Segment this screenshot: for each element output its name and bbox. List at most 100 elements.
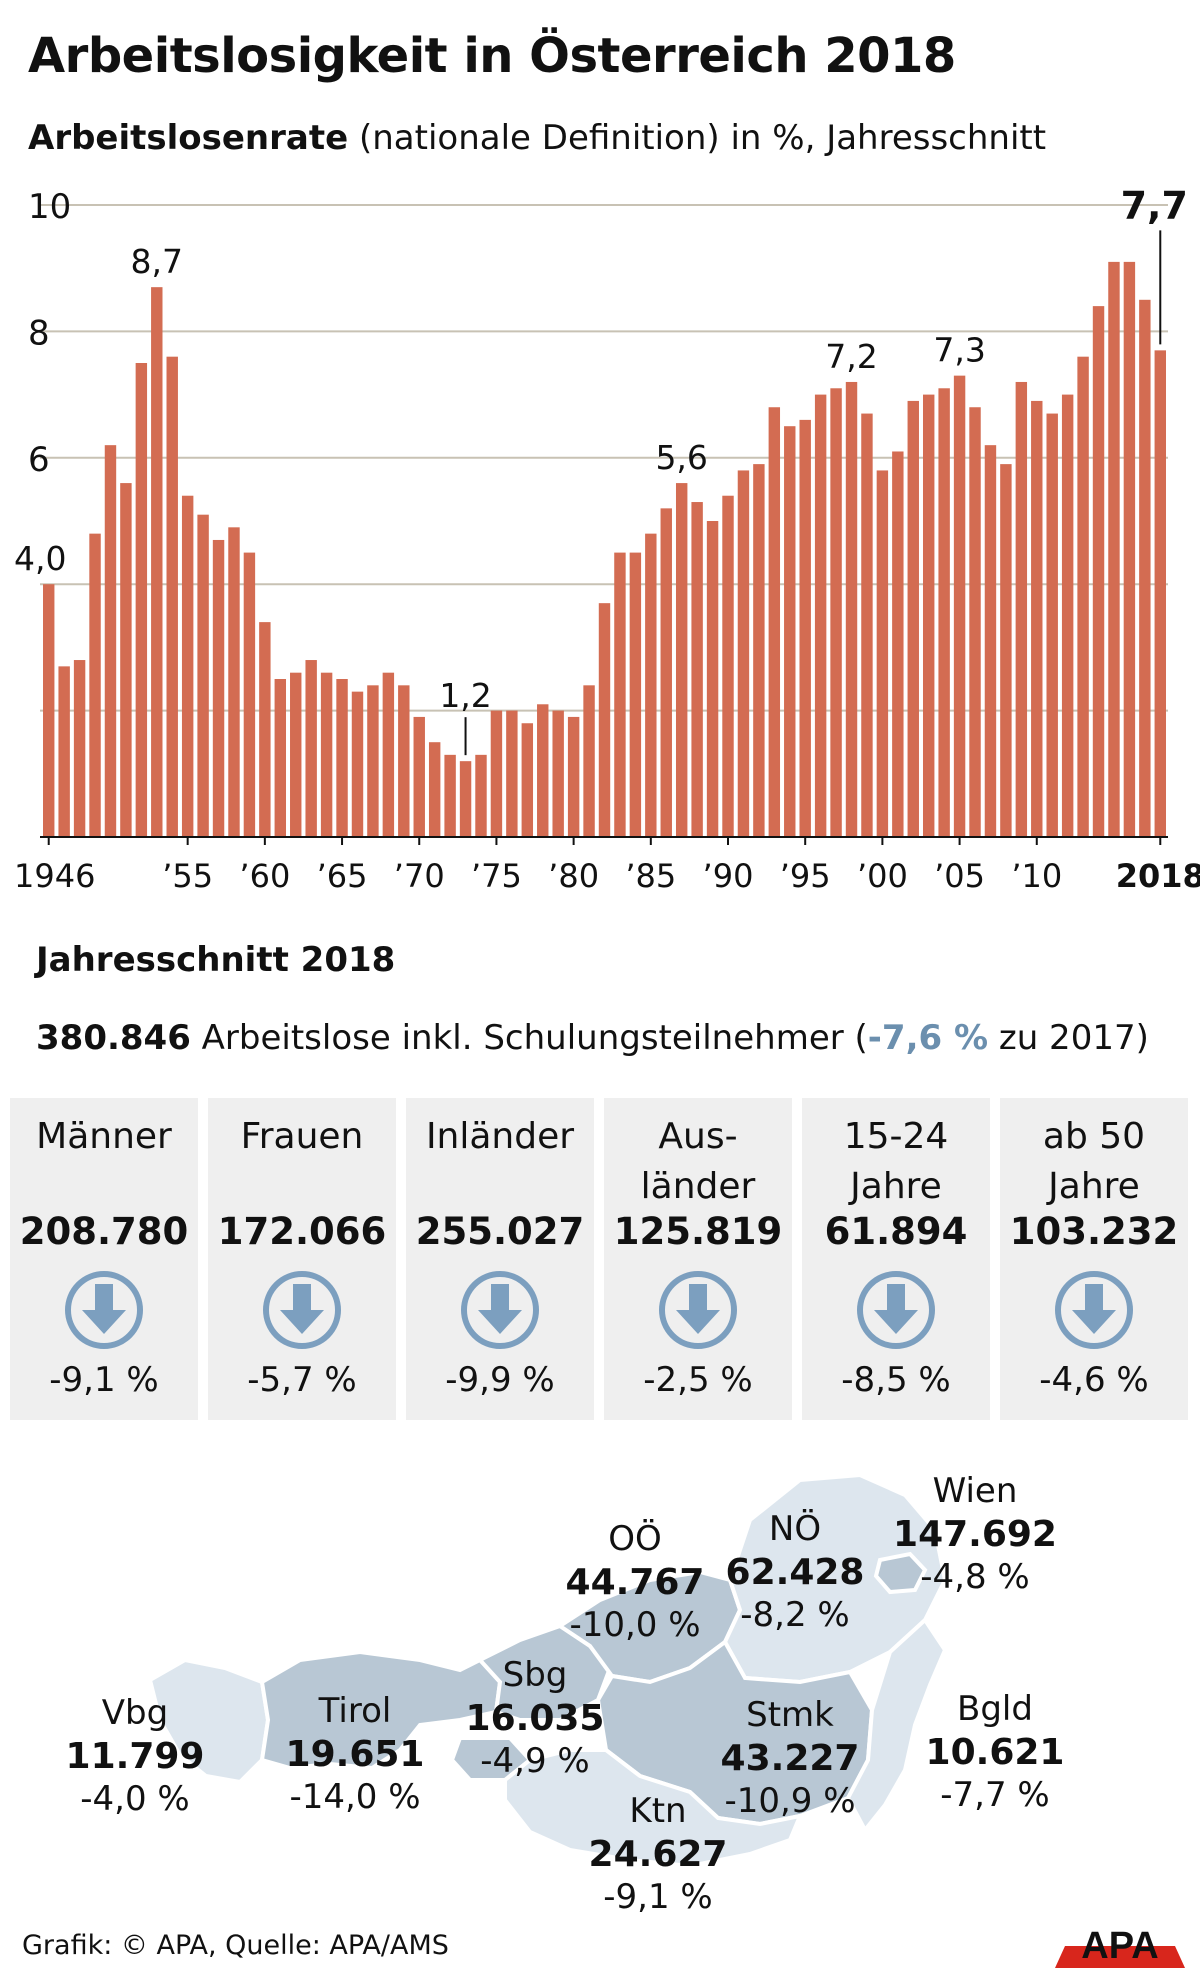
subtitle-rest: (nationale Definition) in %, Jahresschni… — [348, 118, 1047, 158]
bar-1982 — [598, 603, 611, 837]
group-label-line: ab 50 — [1042, 1116, 1146, 1157]
region-name: Bgld — [957, 1689, 1033, 1729]
bar-1988 — [691, 502, 703, 837]
region-tirol — [259, 1649, 503, 1771]
source-credit: Grafik: © APA, Quelle: APA/AMS — [22, 1930, 449, 1961]
group-label-line: Inländer — [425, 1116, 575, 1157]
total-text-after: zu 2017) — [988, 1018, 1149, 1058]
bar-1954 — [166, 356, 178, 837]
bar-1960 — [259, 622, 271, 837]
bar-1983 — [614, 552, 626, 837]
label-wien: Wien 147.692 -4,8 % — [893, 1470, 1057, 1599]
annotation-label: 1,2 — [439, 676, 491, 715]
bar-2014 — [1092, 306, 1105, 837]
group-value: 61.894 — [824, 1210, 968, 1253]
bar-1986 — [660, 508, 672, 837]
region-name: Sbg — [502, 1655, 568, 1695]
x-tick-label: ’10 — [1011, 857, 1062, 895]
region-value: 11.799 — [65, 1736, 205, 1777]
label-noe: NÖ 62.428 -8,2 % — [726, 1508, 865, 1637]
bar-1949 — [89, 533, 101, 837]
bar-1999 — [861, 413, 873, 837]
group-label-line: länder — [640, 1166, 756, 1207]
bar-2004 — [938, 388, 950, 837]
bar-1981 — [583, 685, 595, 837]
region-value: 19.651 — [285, 1734, 425, 1775]
group-panel: ab 50 Jahre 103.232 -4,6 % — [1000, 1098, 1188, 1420]
region-change: -4,9 % — [480, 1741, 590, 1781]
bar-2018 — [1154, 350, 1166, 837]
group-label-line: Männer — [36, 1116, 172, 1157]
bar-2000 — [876, 470, 889, 837]
region-change: -10,0 % — [569, 1605, 701, 1645]
x-tick-label: ’80 — [548, 857, 599, 895]
bar-1966 — [351, 691, 364, 837]
region-value: 24.627 — [588, 1834, 728, 1875]
group-value: 255.027 — [415, 1210, 585, 1253]
bar-1952 — [135, 363, 148, 837]
bar-2011 — [1046, 413, 1058, 837]
region-value: 147.692 — [893, 1514, 1057, 1555]
logo-text: APA — [1081, 1925, 1158, 1967]
x-tick-label: ’85 — [625, 857, 676, 895]
bar-1964 — [320, 672, 333, 837]
group-panel: Männer 208.780 -9,1 % — [10, 1098, 198, 1420]
subtitle-bold: Arbeitslosenrate — [28, 118, 349, 158]
bar-1971 — [428, 742, 441, 837]
total-value: 380.846 — [36, 1018, 191, 1058]
bar-1974 — [475, 754, 487, 837]
group-value: 125.819 — [613, 1210, 783, 1253]
page-title: Arbeitslosigkeit in Österreich 2018 — [28, 28, 956, 84]
bar-1951 — [120, 483, 132, 837]
bar-2003 — [922, 394, 935, 837]
bar-2007 — [984, 445, 997, 837]
region-name: Ktn — [629, 1791, 687, 1831]
y-tick-label: 6 — [28, 440, 50, 480]
group-change: -9,1 % — [49, 1360, 159, 1400]
group-change: -8,5 % — [841, 1360, 951, 1400]
bar-2001 — [892, 451, 904, 837]
bar-1975 — [490, 710, 503, 837]
group-change: -9,9 % — [445, 1360, 555, 1400]
arrow-down-icon — [65, 1271, 143, 1349]
bar-1947 — [58, 666, 70, 837]
region-ktn — [503, 1748, 804, 1869]
group-label-line: Aus- — [658, 1116, 738, 1157]
label-bgld: Bgld 10.621 -7,7 % — [926, 1688, 1065, 1817]
region-change: -14,0 % — [289, 1777, 421, 1817]
bar-1972 — [444, 754, 456, 837]
y-tick-label: 10 — [28, 187, 71, 227]
bar-1997 — [830, 388, 842, 837]
axis-layer: 10 8 6 1946 ’55 ’60 ’65 ’70 ’75 ’80 ’85 ’90 ’95 ’00 ’0… — [14, 187, 1200, 895]
x-tick-label: ’00 — [857, 857, 908, 895]
bar-1959 — [243, 552, 256, 837]
arrow-down-icon — [659, 1271, 737, 1349]
total-line: 380.846 Arbeitslose inkl. Schulungsteiln… — [36, 1018, 1149, 1058]
label-stmk: Stmk 43.227 -10,9 % — [721, 1694, 860, 1823]
group-label: 15-24 Jahre — [802, 1112, 990, 1212]
annotation-label: 4,0 — [14, 539, 66, 578]
bar-1995 — [799, 419, 811, 837]
label-tirol: Tirol 19.651 -14,0 % — [286, 1690, 425, 1819]
annotation-label: 5,6 — [655, 438, 707, 477]
arrow-down-icon — [1055, 1271, 1133, 1349]
group-label-line: Jahre — [1048, 1166, 1140, 1207]
unemployment-bar-chart: 4,0 8,7 1,2 5,6 7,2 7,3 7,7 10 8 6 1946 ’55 ’60 ’65 ’… — [14, 183, 1200, 895]
bar-1948 — [73, 660, 86, 837]
bar-1963 — [305, 660, 317, 837]
section-title: Jahresschnitt 2018 — [36, 940, 396, 980]
group-value: 208.780 — [19, 1210, 189, 1253]
bar-1961 — [274, 679, 287, 837]
group-value: 172.066 — [217, 1210, 387, 1253]
bar-2010 — [1031, 400, 1043, 837]
bar-1985 — [645, 533, 657, 837]
arrow-down-icon — [857, 1271, 935, 1349]
bar-1955 — [181, 495, 194, 837]
annotation-label: 7,3 — [933, 331, 985, 370]
bar-1989 — [706, 521, 719, 837]
group-label: Aus-länder — [604, 1112, 792, 1212]
bar-1987 — [675, 483, 688, 837]
bar-1967 — [367, 685, 379, 837]
group-change: -2,5 % — [643, 1360, 753, 1400]
region-name: NÖ — [768, 1509, 822, 1549]
